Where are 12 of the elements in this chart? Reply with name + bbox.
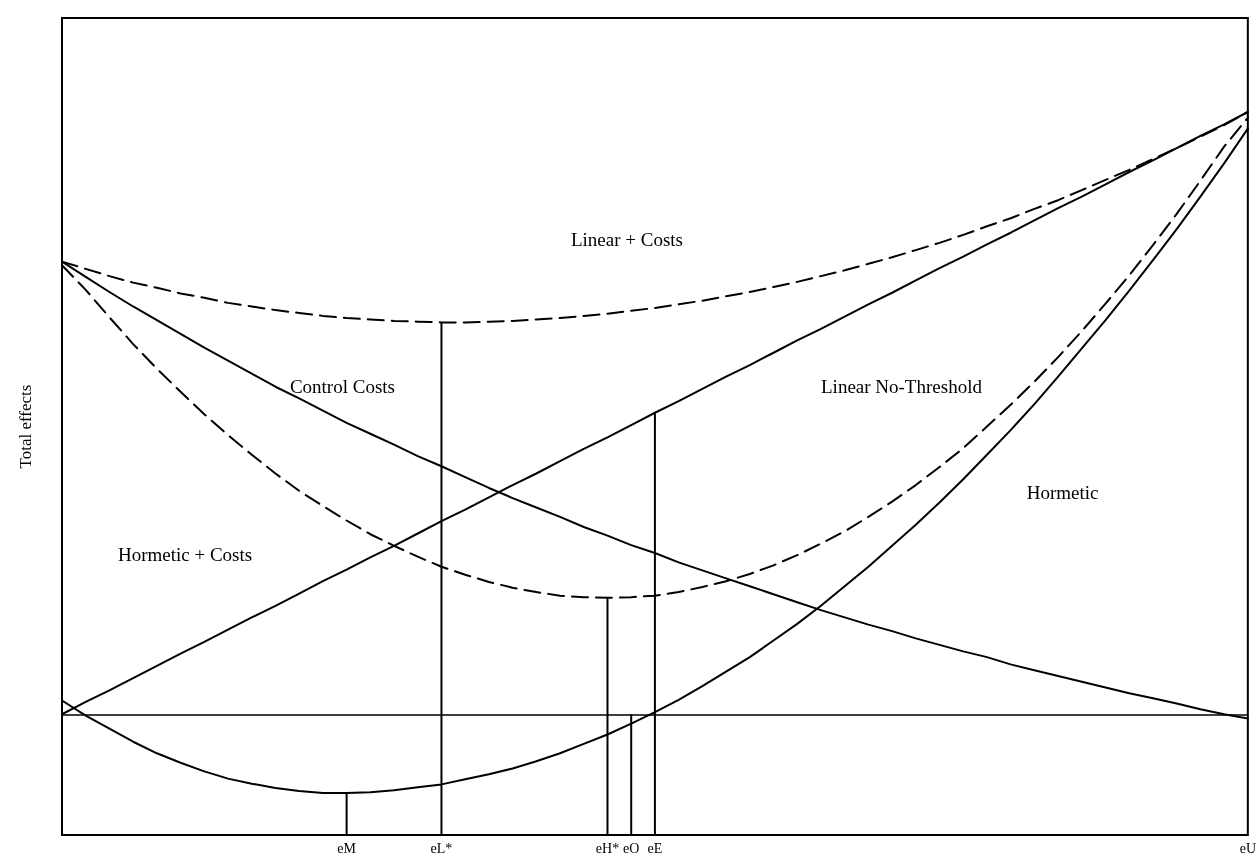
x-tick-label: eO [623,840,640,856]
annotation: Control Costs [289,376,395,398]
x-tick-label: eL* [430,840,453,856]
x-tick-label: eU [1239,840,1256,856]
annotation: Hormetic + Costs [117,543,253,565]
y-axis-title: Total effects [16,384,35,469]
x-tick-label: eM [337,840,357,856]
annotation: Linear No-Threshold [820,376,983,398]
annotation: Linear + Costs [570,229,684,251]
x-tick-label: eH* [595,840,620,856]
annotation: Hormetic [1026,481,1099,503]
x-tick-label: eE [647,840,663,856]
